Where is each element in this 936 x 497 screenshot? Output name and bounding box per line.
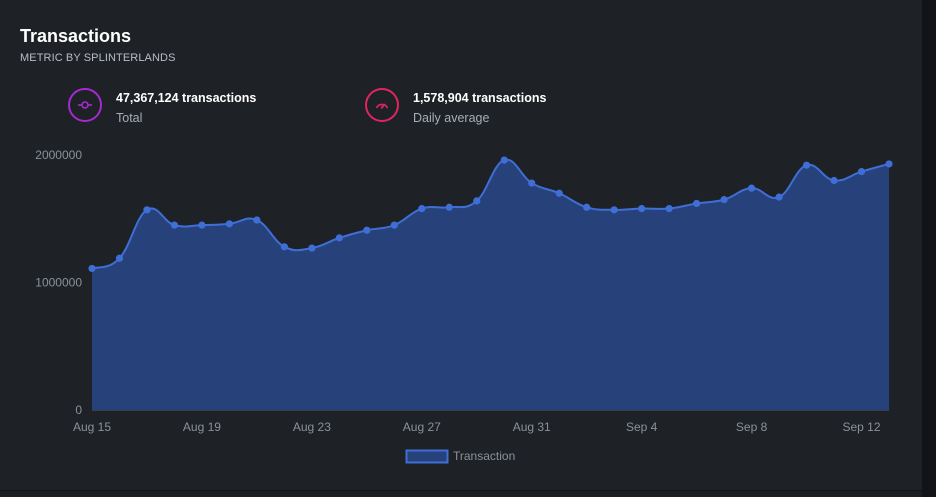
stat-total-label: Total (116, 111, 143, 125)
data-point (473, 197, 481, 205)
data-point (528, 179, 536, 187)
data-point (555, 189, 563, 197)
data-point (253, 216, 261, 224)
y-tick-label: 0 (75, 403, 82, 417)
data-point (445, 203, 453, 211)
x-tick-label: Aug 31 (513, 420, 551, 434)
area-fill (92, 159, 889, 410)
data-point (665, 204, 673, 213)
data-point (308, 244, 316, 252)
y-tick-label: 1000000 (35, 276, 82, 290)
data-point (88, 264, 96, 273)
speedometer-icon (365, 88, 399, 122)
data-point (775, 193, 783, 201)
y-tick-label: 2000000 (35, 148, 82, 162)
stat-total-value: 47,367,124 transactions (116, 91, 257, 105)
page-subtitle: METRIC BY SPLINTERLANDS (20, 52, 176, 64)
commit-icon (68, 88, 102, 122)
data-point (115, 254, 124, 262)
x-tick-label: Sep 8 (736, 420, 768, 434)
data-point (747, 184, 756, 192)
data-point (720, 196, 728, 204)
data-point (693, 199, 701, 208)
data-point (280, 243, 288, 251)
stat-daily-average-value: 1,578,904 transactions (413, 91, 547, 105)
x-tick-label: Sep 4 (626, 420, 658, 434)
data-point (390, 221, 398, 229)
chart-card: Transactions METRIC BY SPLINTERLANDS 47,… (0, 0, 923, 491)
data-point (500, 156, 508, 164)
data-point (335, 234, 343, 242)
x-tick-label: Aug 15 (73, 420, 111, 434)
data-point (638, 204, 646, 213)
x-tick-label: Aug 23 (293, 420, 331, 434)
x-tick-label: Aug 19 (183, 420, 221, 434)
data-point (610, 206, 618, 214)
data-point (418, 204, 426, 213)
data-point (225, 220, 234, 228)
legend-label: Transaction (453, 449, 515, 463)
stat-daily-average-label: Daily average (413, 111, 490, 125)
data-point (363, 226, 371, 234)
data-point (143, 206, 151, 214)
x-tick-label: Aug 27 (403, 420, 441, 434)
data-point (198, 221, 206, 229)
data-point (885, 160, 893, 168)
x-tick-label: Sep 12 (842, 420, 880, 434)
data-point (583, 203, 591, 211)
data-point (830, 176, 838, 185)
scroll-gutter (922, 0, 936, 497)
area-chart: 0 1000000 2000000 Aug 15 Aug 19 Aug 23 Aug 27 A… (35, 148, 893, 464)
data-point (857, 167, 866, 176)
legend-swatch (405, 449, 449, 464)
data-point (802, 161, 811, 169)
data-point (170, 221, 179, 229)
page-title: Transactions (20, 26, 132, 46)
